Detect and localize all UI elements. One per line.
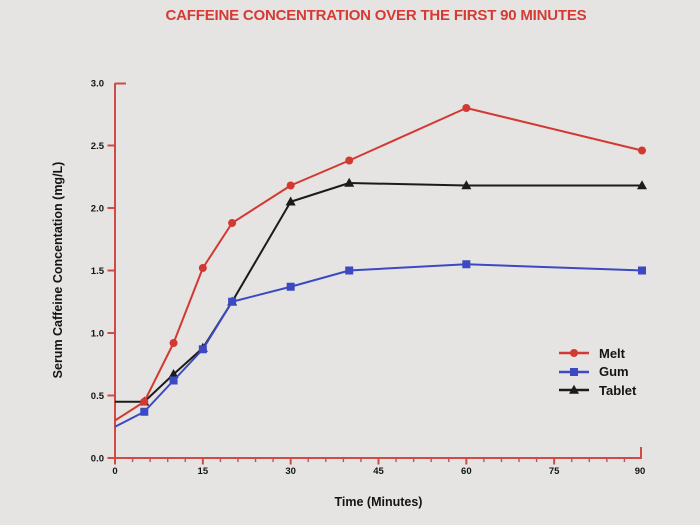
legend-item-melt: Melt <box>558 344 636 363</box>
triangle-marker <box>344 177 355 187</box>
circle-marker <box>228 219 237 227</box>
y-tick-label: 2.5 <box>91 141 105 152</box>
square-marker <box>286 282 295 291</box>
x-tick-label: 45 <box>373 466 384 477</box>
y-tick-label: 0.0 <box>91 454 104 465</box>
x-tick-label: 75 <box>549 466 560 477</box>
x-axis-label: Time (Minutes) <box>334 495 423 509</box>
y-axis-label: Serum Caffeine Concentation (mg/L) <box>51 161 65 379</box>
legend-triangle-glyph <box>569 385 579 395</box>
legend-label: Tablet <box>599 382 637 398</box>
x-tick-label: 60 <box>461 466 472 477</box>
legend-item-gum: Gum <box>558 363 636 382</box>
legend-circle-marker-icon <box>559 349 589 358</box>
square-marker <box>462 260 471 269</box>
circle-marker <box>286 181 295 190</box>
circle-marker <box>140 397 149 406</box>
legend: Melt Gum Tablet <box>558 344 636 400</box>
circle-marker <box>462 104 471 112</box>
x-tick-label: 0 <box>112 466 117 477</box>
circle-marker <box>345 156 354 165</box>
triangle-marker <box>285 196 296 206</box>
x-tick-label: 30 <box>285 466 296 477</box>
legend-label: Melt <box>599 345 625 361</box>
y-tick-label: 0.5 <box>91 391 105 402</box>
series-melt <box>114 104 646 422</box>
square-marker <box>198 345 207 354</box>
legend-square-marker-icon <box>559 367 589 376</box>
circle-marker <box>169 339 178 347</box>
y-tick-label: 1.5 <box>91 266 105 277</box>
y-tick-label: 2.0 <box>91 204 104 215</box>
y-tick-label: 1.0 <box>91 329 104 340</box>
square-marker <box>638 266 646 275</box>
triangle-marker <box>637 180 647 190</box>
x-tick-label: 15 <box>198 466 209 477</box>
legend-item-tablet: Tablet <box>558 381 636 400</box>
legend-triangle-marker-icon <box>559 385 589 395</box>
triangle-marker <box>168 369 179 379</box>
circle-marker <box>198 264 207 272</box>
square-marker <box>169 376 178 385</box>
legend-square-glyph <box>570 367 578 376</box>
legend-label: Gum <box>599 364 629 380</box>
square-marker <box>345 266 354 275</box>
series-gum <box>114 260 646 428</box>
legend-circle-glyph <box>570 349 578 358</box>
x-tick-label: 90 <box>635 466 646 477</box>
y-tick-label: 3.0 <box>91 79 104 90</box>
square-marker <box>140 407 149 416</box>
chart-title: CAFFEINE CONCENTRATION OVER THE FIRST 90… <box>165 7 587 24</box>
triangle-marker <box>461 180 472 190</box>
circle-marker <box>638 146 646 155</box>
square-marker <box>228 297 237 306</box>
